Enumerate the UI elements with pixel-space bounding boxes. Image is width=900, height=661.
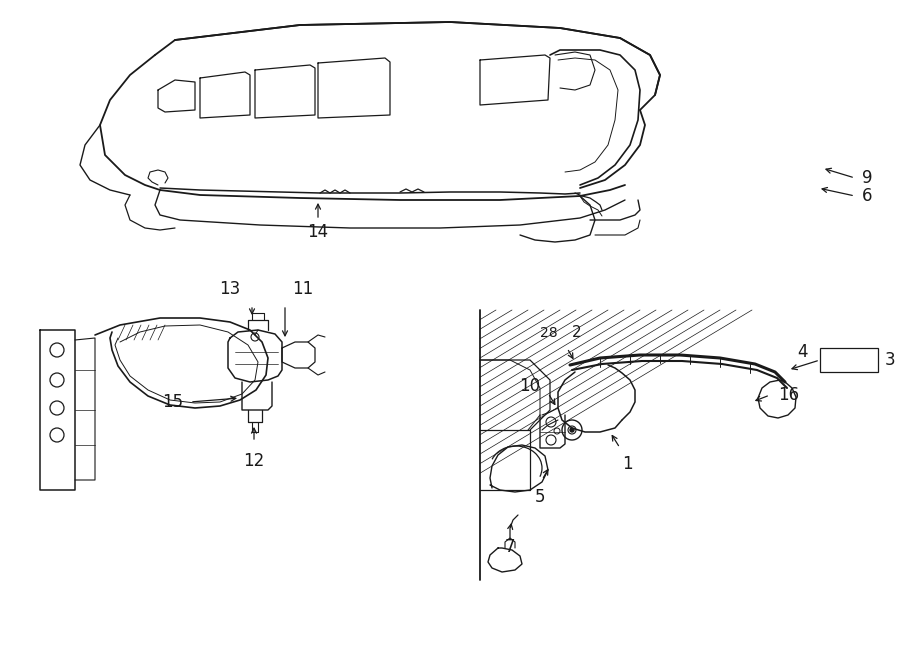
Text: 12: 12 [243, 452, 265, 470]
Text: 1: 1 [622, 455, 633, 473]
Text: 14: 14 [308, 223, 328, 241]
Text: 5: 5 [535, 488, 545, 506]
Text: 7: 7 [505, 538, 515, 556]
Text: 3: 3 [885, 351, 895, 369]
Circle shape [570, 428, 574, 432]
Text: 16: 16 [778, 386, 799, 404]
Text: 15: 15 [162, 393, 183, 411]
Text: 10: 10 [519, 377, 540, 395]
Bar [820, 348, 878, 372]
Text: 2: 2 [572, 325, 581, 340]
Text: 6: 6 [862, 187, 872, 205]
Text: 4: 4 [797, 343, 808, 361]
Text: 9: 9 [862, 169, 872, 187]
Text: 28: 28 [540, 326, 558, 340]
Text: 13: 13 [219, 280, 240, 298]
Text: 11: 11 [292, 280, 313, 298]
